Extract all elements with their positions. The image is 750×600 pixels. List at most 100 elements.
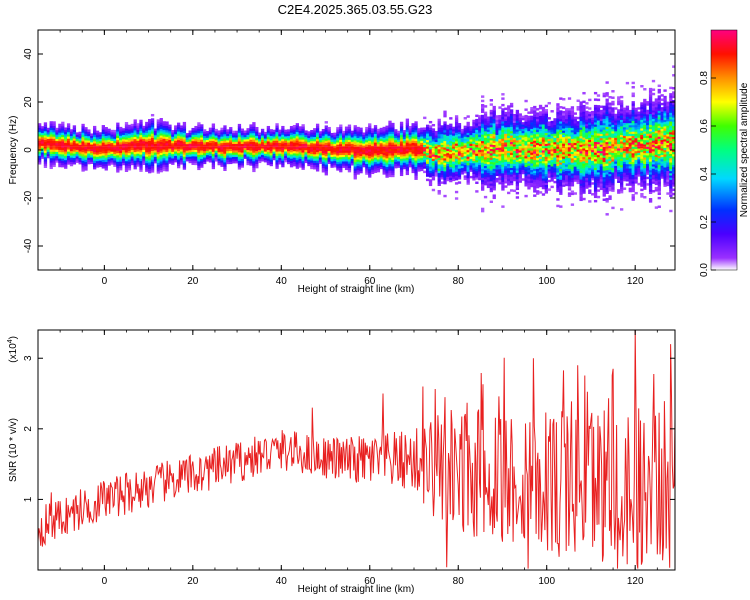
heatmap-cell <box>116 155 120 158</box>
heatmap-cell <box>385 125 389 129</box>
heatmap-cell <box>150 163 155 167</box>
heatmap-cell <box>394 152 398 156</box>
heatmap-cell <box>223 125 227 128</box>
heatmap-cell <box>347 128 352 132</box>
heatmap-cell <box>370 139 375 142</box>
heatmap-cell <box>507 126 511 130</box>
heatmap-cell <box>602 109 606 113</box>
heatmap-cell <box>145 130 149 133</box>
heatmap-cell <box>110 149 114 152</box>
heatmap-cell <box>570 140 575 144</box>
heatmap-cell <box>593 178 598 181</box>
heatmap-cell <box>475 190 479 193</box>
heatmap-cell <box>608 141 612 144</box>
heatmap-cell <box>619 110 624 114</box>
heatmap-cell <box>176 133 181 136</box>
heatmap-cell <box>368 138 372 141</box>
heatmap-cell <box>530 111 534 114</box>
heatmap-cell <box>614 169 618 173</box>
heatmap-cell <box>498 153 502 157</box>
heatmap-cell <box>625 153 630 156</box>
heatmap-cell <box>576 142 580 146</box>
heatmap-cell <box>486 157 491 160</box>
heatmap-cell <box>527 150 531 153</box>
heatmap-cell <box>278 136 282 139</box>
heatmap-cell <box>214 156 218 160</box>
heatmap-cell <box>200 139 204 142</box>
heatmap-cell <box>585 119 589 122</box>
heatmap-cell <box>582 161 586 164</box>
heatmap-cell <box>272 155 276 159</box>
heatmap-cell <box>370 149 375 153</box>
heatmap-cell <box>388 150 392 154</box>
heatmap-cell <box>78 138 82 141</box>
heatmap-cell <box>428 179 433 182</box>
heatmap-cell <box>321 128 326 132</box>
heatmap-cell <box>234 135 239 138</box>
heatmap-cell <box>93 147 97 150</box>
heatmap-cell <box>95 165 100 168</box>
heatmap-cell <box>428 136 433 139</box>
heatmap-cell <box>585 134 589 137</box>
heatmap-cell <box>301 132 305 136</box>
heatmap-cell <box>382 152 386 156</box>
heatmap-cell <box>145 132 149 136</box>
heatmap-cell <box>104 168 108 171</box>
heatmap-cell <box>466 147 470 151</box>
heatmap-cell <box>81 151 85 155</box>
heatmap-cell <box>402 166 407 170</box>
heatmap-cell <box>368 162 372 165</box>
heatmap-cell <box>570 164 575 168</box>
heatmap-cell <box>443 142 447 146</box>
heatmap-cell <box>304 147 308 151</box>
heatmap-cell <box>556 144 560 147</box>
heatmap-cell <box>313 141 317 144</box>
heatmap-cell <box>159 167 163 171</box>
heatmap-cell <box>417 132 421 135</box>
heatmap-cell <box>365 170 369 173</box>
heatmap-cell <box>602 148 606 152</box>
heatmap-cell <box>275 159 279 163</box>
heatmap-cell <box>304 154 308 157</box>
heatmap-cell <box>191 160 195 163</box>
heatmap-cell <box>573 138 577 141</box>
heatmap-cell <box>69 131 74 134</box>
heatmap-cell <box>197 128 201 132</box>
heatmap-cell <box>203 152 207 156</box>
heatmap-cell <box>504 176 508 180</box>
heatmap-cell <box>536 192 540 195</box>
heatmap-cell <box>547 188 551 191</box>
heatmap-cell <box>249 130 253 134</box>
heatmap-cell <box>101 131 105 134</box>
heatmap-cell <box>481 164 485 167</box>
heatmap-cell <box>550 177 554 180</box>
heatmap-cell <box>229 137 233 141</box>
heatmap-cell <box>452 135 456 138</box>
heatmap-cell <box>425 163 430 167</box>
heatmap-cell <box>330 154 334 158</box>
heatmap-cell <box>602 94 606 98</box>
heatmap-cell <box>417 138 421 142</box>
heatmap-cell <box>582 141 586 145</box>
heatmap-cell <box>289 162 294 166</box>
heatmap-cell <box>541 124 546 127</box>
heatmap-cell <box>460 137 465 141</box>
heatmap-cell <box>562 160 566 164</box>
heatmap-cell <box>596 152 601 156</box>
heatmap-cell <box>593 176 598 179</box>
heatmap-cell <box>356 157 360 160</box>
heatmap-cell <box>463 162 467 165</box>
heatmap-cell <box>402 147 407 150</box>
heatmap-cell <box>454 117 459 120</box>
heatmap-cell <box>275 125 279 128</box>
heatmap-cell <box>576 147 580 150</box>
heatmap-cell <box>443 164 447 168</box>
heatmap-cell <box>414 166 418 170</box>
heatmap-cell <box>602 174 606 178</box>
heatmap-cell <box>579 172 583 176</box>
heatmap-cell <box>205 131 210 134</box>
heatmap-cell <box>165 123 169 127</box>
heatmap-cell <box>295 162 299 165</box>
heatmap-cell <box>619 136 624 140</box>
heatmap-cell <box>75 153 79 157</box>
